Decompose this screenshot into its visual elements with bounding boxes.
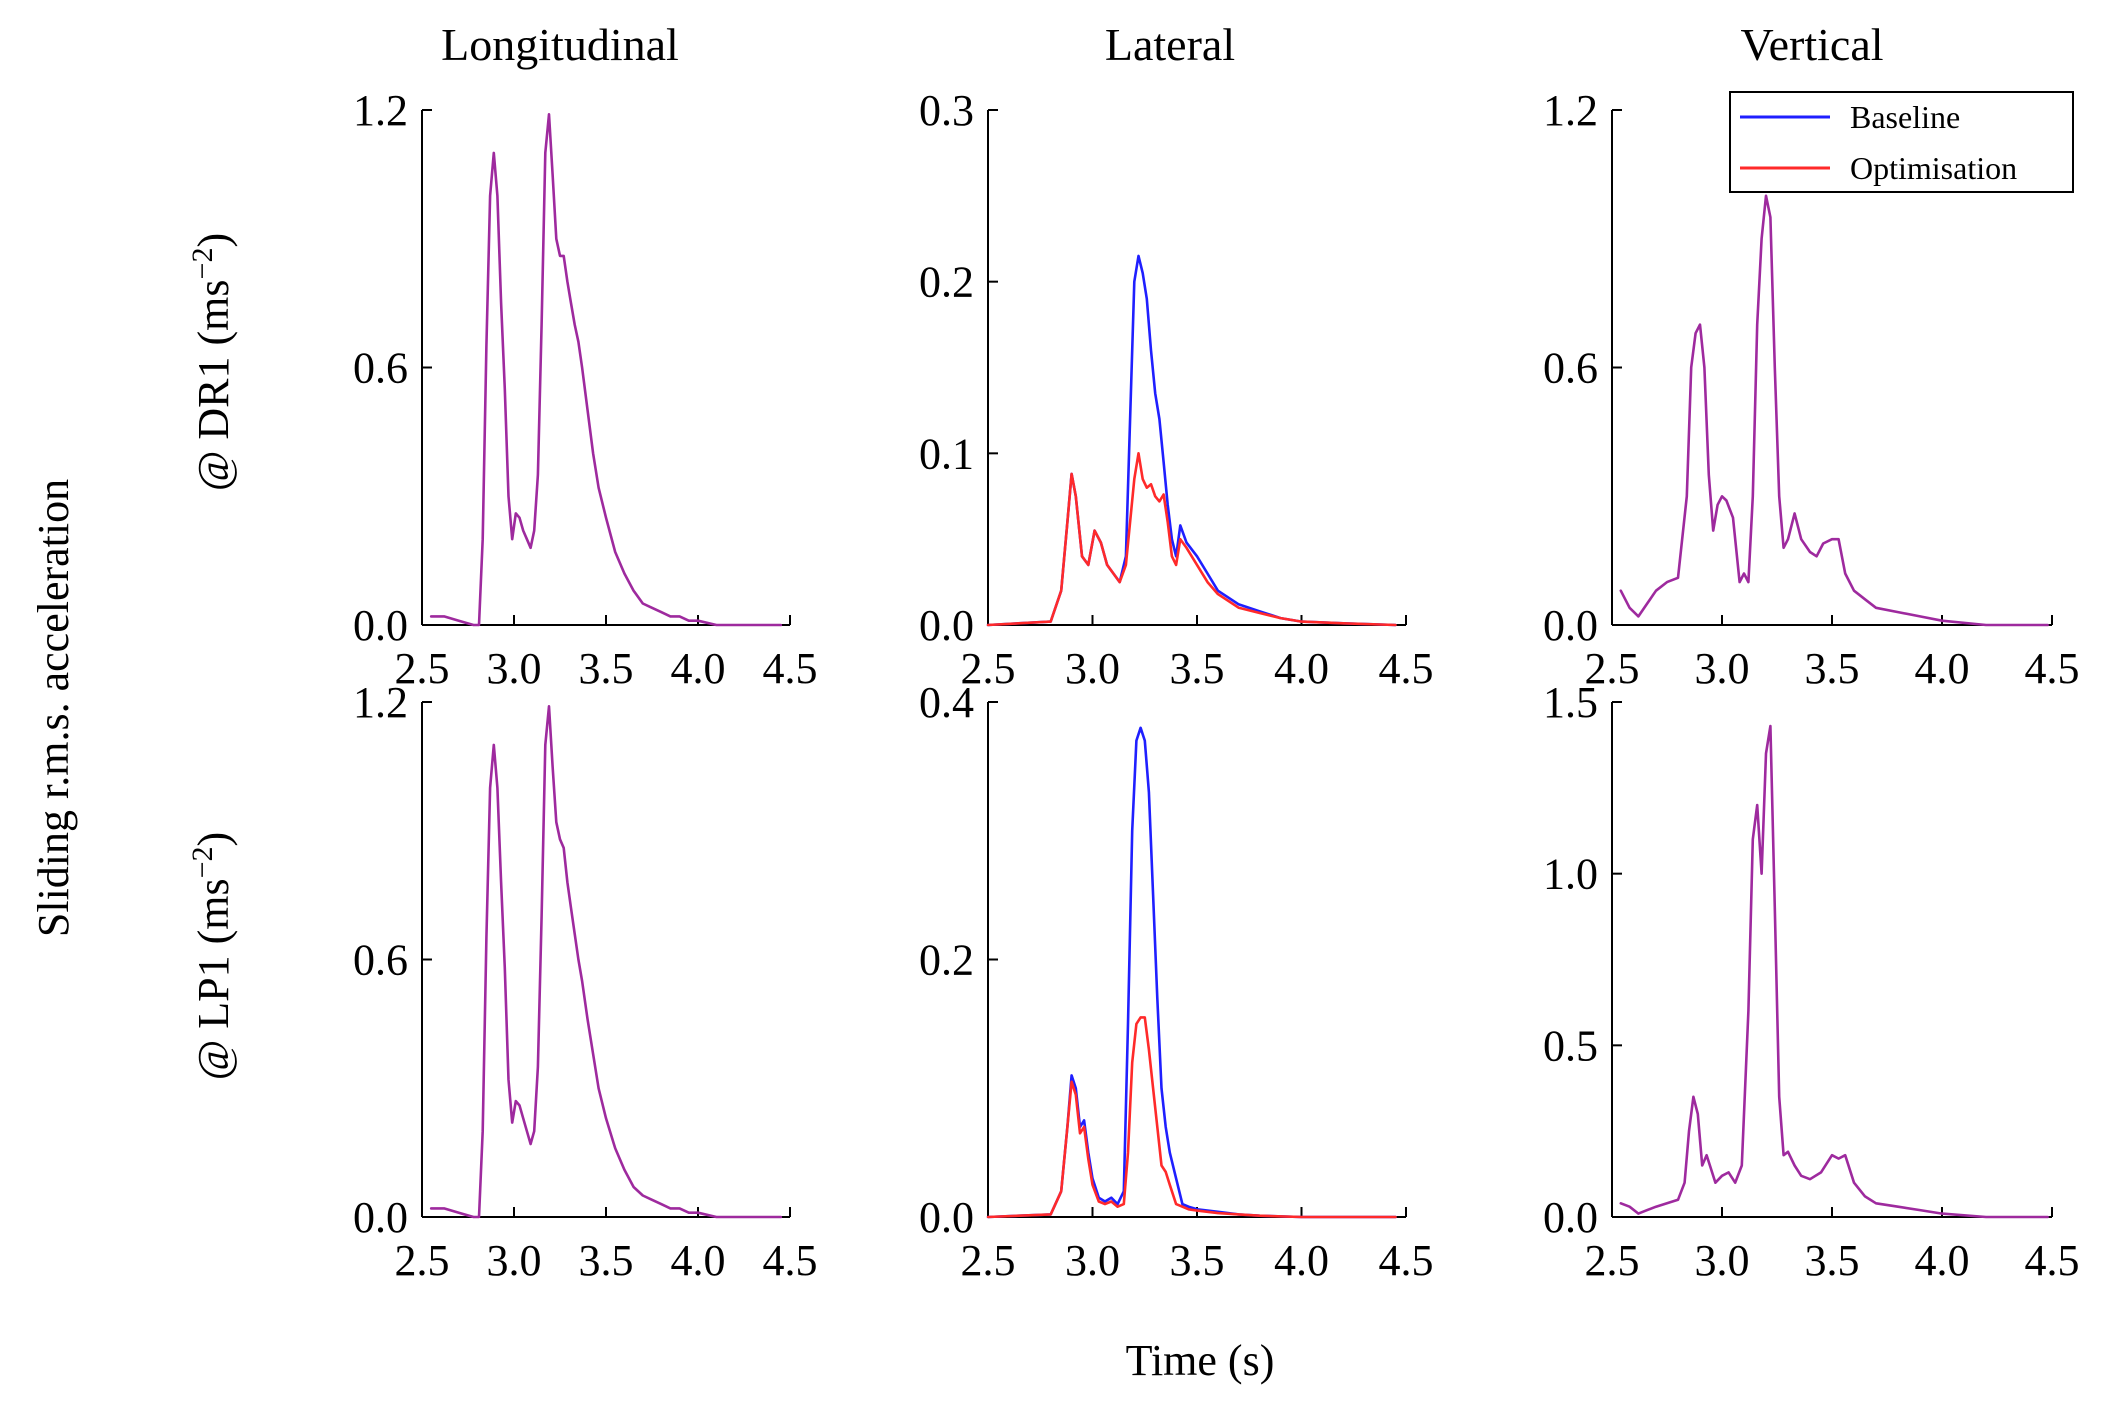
x-tick-label-longitudinal-dr1: 2.5 bbox=[395, 644, 450, 693]
x-tick-label-lateral-dr1: 4.0 bbox=[1274, 644, 1329, 693]
panel-lateral-dr1: 0.0 0.1 0.2 0.3 2.5 3.0 3.5 4.0 4.5 bbox=[919, 86, 1434, 693]
y-tick-label-vertical-lp1: 1.5 bbox=[1543, 678, 1598, 727]
x-tick-label-lateral-lp1: 4.0 bbox=[1274, 1236, 1329, 1285]
series-line-optimisation-lateral-lp1 bbox=[986, 1016, 1397, 1219]
y-tick-label-vertical-lp1: 0.0 bbox=[1543, 1193, 1598, 1242]
series-line-overlap-longitudinal-lp1 bbox=[429, 704, 783, 1219]
y-tick-label-longitudinal-dr1: 1.2 bbox=[353, 86, 408, 135]
x-tick-label-longitudinal-dr1: 3.5 bbox=[579, 644, 634, 693]
series-line-overlap-longitudinal-dr1 bbox=[429, 113, 783, 627]
y-tick-label-vertical-lp1: 1.0 bbox=[1543, 850, 1598, 899]
legend: Baseline Optimisation bbox=[1729, 91, 2074, 193]
y-tick-label-lateral-dr1: 0.0 bbox=[919, 601, 974, 650]
y-tick-label-longitudinal-lp1: 0.0 bbox=[353, 1193, 408, 1242]
x-tick-label-longitudinal-lp1: 4.0 bbox=[671, 1236, 726, 1285]
column-title-vertical: Vertical bbox=[1740, 19, 1883, 70]
x-tick-label-lateral-lp1: 2.5 bbox=[961, 1236, 1016, 1285]
column-title-longitudinal: Longitudinal bbox=[441, 19, 679, 70]
x-tick-label-longitudinal-lp1: 2.5 bbox=[395, 1236, 450, 1285]
y-tick-label-lateral-dr1: 0.1 bbox=[919, 429, 974, 478]
y-axis-title: Sliding r.m.s. acceleration bbox=[29, 479, 78, 937]
panel-vertical-lp1: 0.0 0.5 1.0 1.5 2.5 3.0 3.5 4.0 4.5 bbox=[1543, 678, 2080, 1285]
legend-box bbox=[1729, 91, 2074, 193]
x-tick-label-vertical-dr1: 2.5 bbox=[1585, 644, 1640, 693]
panel-longitudinal-dr1: 0.0 0.6 1.2 2.5 3.0 3.5 4.0 4.5 bbox=[353, 86, 818, 693]
y-tick-label-lateral-dr1: 0.2 bbox=[919, 258, 974, 307]
x-tick-label-longitudinal-dr1: 3.0 bbox=[487, 644, 542, 693]
x-tick-label-longitudinal-dr1: 4.0 bbox=[671, 644, 726, 693]
x-tick-label-longitudinal-lp1: 3.5 bbox=[579, 1236, 634, 1285]
x-tick-label-longitudinal-lp1: 3.0 bbox=[487, 1236, 542, 1285]
column-title-lateral: Lateral bbox=[1105, 19, 1235, 70]
row-label-dr1-suffix: ) bbox=[189, 233, 238, 248]
series-line-optimisation-lateral-dr1 bbox=[986, 451, 1397, 627]
x-tick-label-lateral-dr1: 3.5 bbox=[1170, 644, 1225, 693]
x-tick-label-vertical-lp1: 4.0 bbox=[1915, 1236, 1970, 1285]
y-tick-label-lateral-lp1: 0.2 bbox=[919, 936, 974, 985]
y-tick-label-vertical-lp1: 0.5 bbox=[1543, 1021, 1598, 1070]
row-label-lp1-prefix: @ LP1 (ms bbox=[189, 878, 238, 1080]
x-tick-label-vertical-lp1: 4.5 bbox=[2025, 1236, 2080, 1285]
y-tick-label-longitudinal-lp1: 0.6 bbox=[353, 936, 408, 985]
x-tick-label-vertical-dr1: 3.5 bbox=[1805, 644, 1860, 693]
y-tick-label-lateral-lp1: 0.0 bbox=[919, 1193, 974, 1242]
x-tick-label-vertical-dr1: 4.5 bbox=[2025, 644, 2080, 693]
legend-label-optimisation: Optimisation bbox=[1850, 150, 2017, 186]
series-line-baseline-lateral-lp1 bbox=[986, 726, 1397, 1219]
y-tick-label-longitudinal-dr1: 0.6 bbox=[353, 344, 408, 393]
x-tick-label-longitudinal-lp1: 4.5 bbox=[763, 1236, 818, 1285]
row-label-lp1: @ LP1 (ms−2) bbox=[186, 832, 238, 1080]
legend-label-baseline: Baseline bbox=[1850, 99, 1960, 135]
y-tick-label-vertical-dr1: 0.6 bbox=[1543, 344, 1598, 393]
x-tick-label-lateral-lp1: 3.5 bbox=[1170, 1236, 1225, 1285]
x-tick-label-vertical-dr1: 4.0 bbox=[1915, 644, 1970, 693]
row-label-dr1: @ DR1 (ms−2) bbox=[186, 233, 238, 491]
x-tick-label-lateral-lp1: 4.5 bbox=[1379, 1236, 1434, 1285]
x-tick-label-lateral-lp1: 3.0 bbox=[1065, 1236, 1120, 1285]
y-tick-label-vertical-dr1: 0.0 bbox=[1543, 601, 1598, 650]
y-tick-label-lateral-dr1: 0.3 bbox=[919, 86, 974, 135]
x-tick-label-lateral-dr1: 4.5 bbox=[1379, 644, 1434, 693]
x-tick-label-vertical-lp1: 3.5 bbox=[1805, 1236, 1860, 1285]
panel-vertical-dr1: 0.0 0.6 1.2 2.5 3.0 3.5 4.0 4.5 bbox=[1543, 86, 2080, 693]
y-tick-label-longitudinal-dr1: 0.0 bbox=[353, 601, 408, 650]
x-tick-label-lateral-dr1: 2.5 bbox=[961, 644, 1016, 693]
row-label-lp1-suffix: ) bbox=[189, 832, 238, 847]
series-line-overlap-vertical-lp1 bbox=[1619, 724, 2049, 1219]
row-label-lp1-sup: −2 bbox=[186, 846, 219, 878]
x-axis-title: Time (s) bbox=[1126, 1336, 1275, 1385]
y-tick-label-longitudinal-lp1: 1.2 bbox=[353, 678, 408, 727]
row-label-dr1-prefix: @ DR1 (ms bbox=[189, 279, 238, 491]
x-tick-label-vertical-lp1: 3.0 bbox=[1695, 1236, 1750, 1285]
series-line-overlap-vertical-dr1 bbox=[1619, 194, 2049, 627]
x-tick-label-vertical-dr1: 3.0 bbox=[1695, 644, 1750, 693]
panel-lateral-lp1: 0.0 0.2 0.4 2.5 3.0 3.5 4.0 4.5 bbox=[919, 678, 1434, 1285]
x-tick-label-vertical-lp1: 2.5 bbox=[1585, 1236, 1640, 1285]
x-tick-label-longitudinal-dr1: 4.5 bbox=[763, 644, 818, 693]
y-tick-label-lateral-lp1: 0.4 bbox=[919, 678, 974, 727]
panel-longitudinal-lp1: 0.0 0.6 1.2 2.5 3.0 3.5 4.0 4.5 bbox=[353, 678, 818, 1285]
row-label-dr1-sup: −2 bbox=[186, 248, 219, 280]
series-line-baseline-lateral-dr1 bbox=[986, 254, 1397, 627]
x-tick-label-lateral-dr1: 3.0 bbox=[1065, 644, 1120, 693]
y-tick-label-vertical-dr1: 1.2 bbox=[1543, 86, 1598, 135]
